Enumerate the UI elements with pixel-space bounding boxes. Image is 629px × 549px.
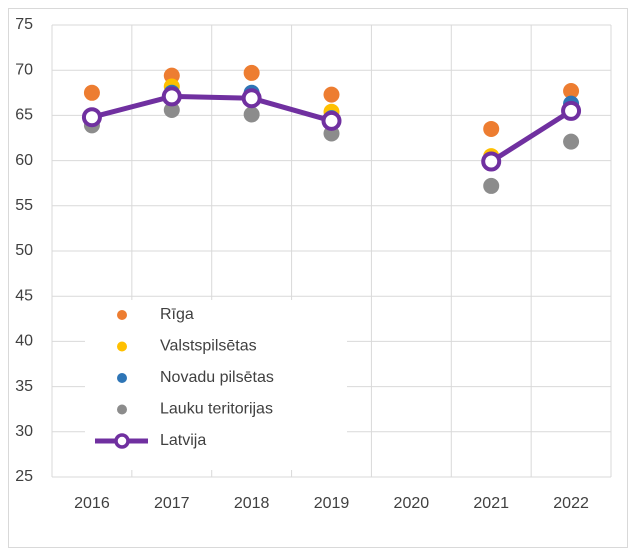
x-tick-label: 2019 <box>314 495 350 512</box>
x-tick-label: 2016 <box>74 495 110 512</box>
y-tick-label: 60 <box>15 152 33 169</box>
y-tick-label: 55 <box>15 197 33 214</box>
point <box>83 84 100 101</box>
x-tick-label: 2021 <box>473 495 509 512</box>
line-marker <box>241 88 262 109</box>
y-tick-label: 65 <box>15 107 33 124</box>
x-tick-label: 2017 <box>154 495 190 512</box>
y-tick-label: 75 <box>15 16 33 33</box>
point <box>163 101 180 118</box>
y-tick-label: 40 <box>15 333 33 350</box>
y-tick-label: 45 <box>15 287 33 304</box>
y-tick-label: 50 <box>15 242 33 259</box>
legend-marker <box>117 404 127 415</box>
line-marker <box>161 86 182 107</box>
point <box>243 106 260 123</box>
point <box>483 120 500 137</box>
legend-marker <box>117 341 127 352</box>
y-tick-label: 70 <box>15 61 33 78</box>
point <box>243 64 260 81</box>
x-tick-label: 2022 <box>553 495 589 512</box>
y-tick-label: 35 <box>15 378 33 395</box>
y-tick-label: 25 <box>15 468 33 485</box>
legend-label: Latvija <box>160 432 206 449</box>
legend: Rīga Valstspilsētas Novadu pilsētas Lauku t… <box>95 306 274 449</box>
line-marker <box>81 107 102 128</box>
legend-marker <box>117 310 127 320</box>
x-tick-label: 2020 <box>394 495 430 512</box>
series-line <box>91 93 573 164</box>
legend-label: Novadu pilsētas <box>160 369 274 386</box>
legend-label: Rīga <box>160 306 194 323</box>
point <box>483 177 500 194</box>
line-marker <box>321 110 342 131</box>
legend-marker <box>114 433 130 449</box>
point <box>323 86 340 103</box>
grid <box>51 24 612 478</box>
point <box>563 133 580 150</box>
point <box>563 82 580 99</box>
plot <box>81 64 582 194</box>
line-marker <box>561 100 582 121</box>
x-tick-label: 2018 <box>234 495 270 512</box>
legend-label: Valstspilsētas <box>160 338 257 355</box>
line-marker <box>481 151 502 172</box>
y-tick-label: 30 <box>15 423 33 440</box>
legend-marker <box>117 373 127 383</box>
legend-label: Lauku teritorijas <box>160 401 273 418</box>
